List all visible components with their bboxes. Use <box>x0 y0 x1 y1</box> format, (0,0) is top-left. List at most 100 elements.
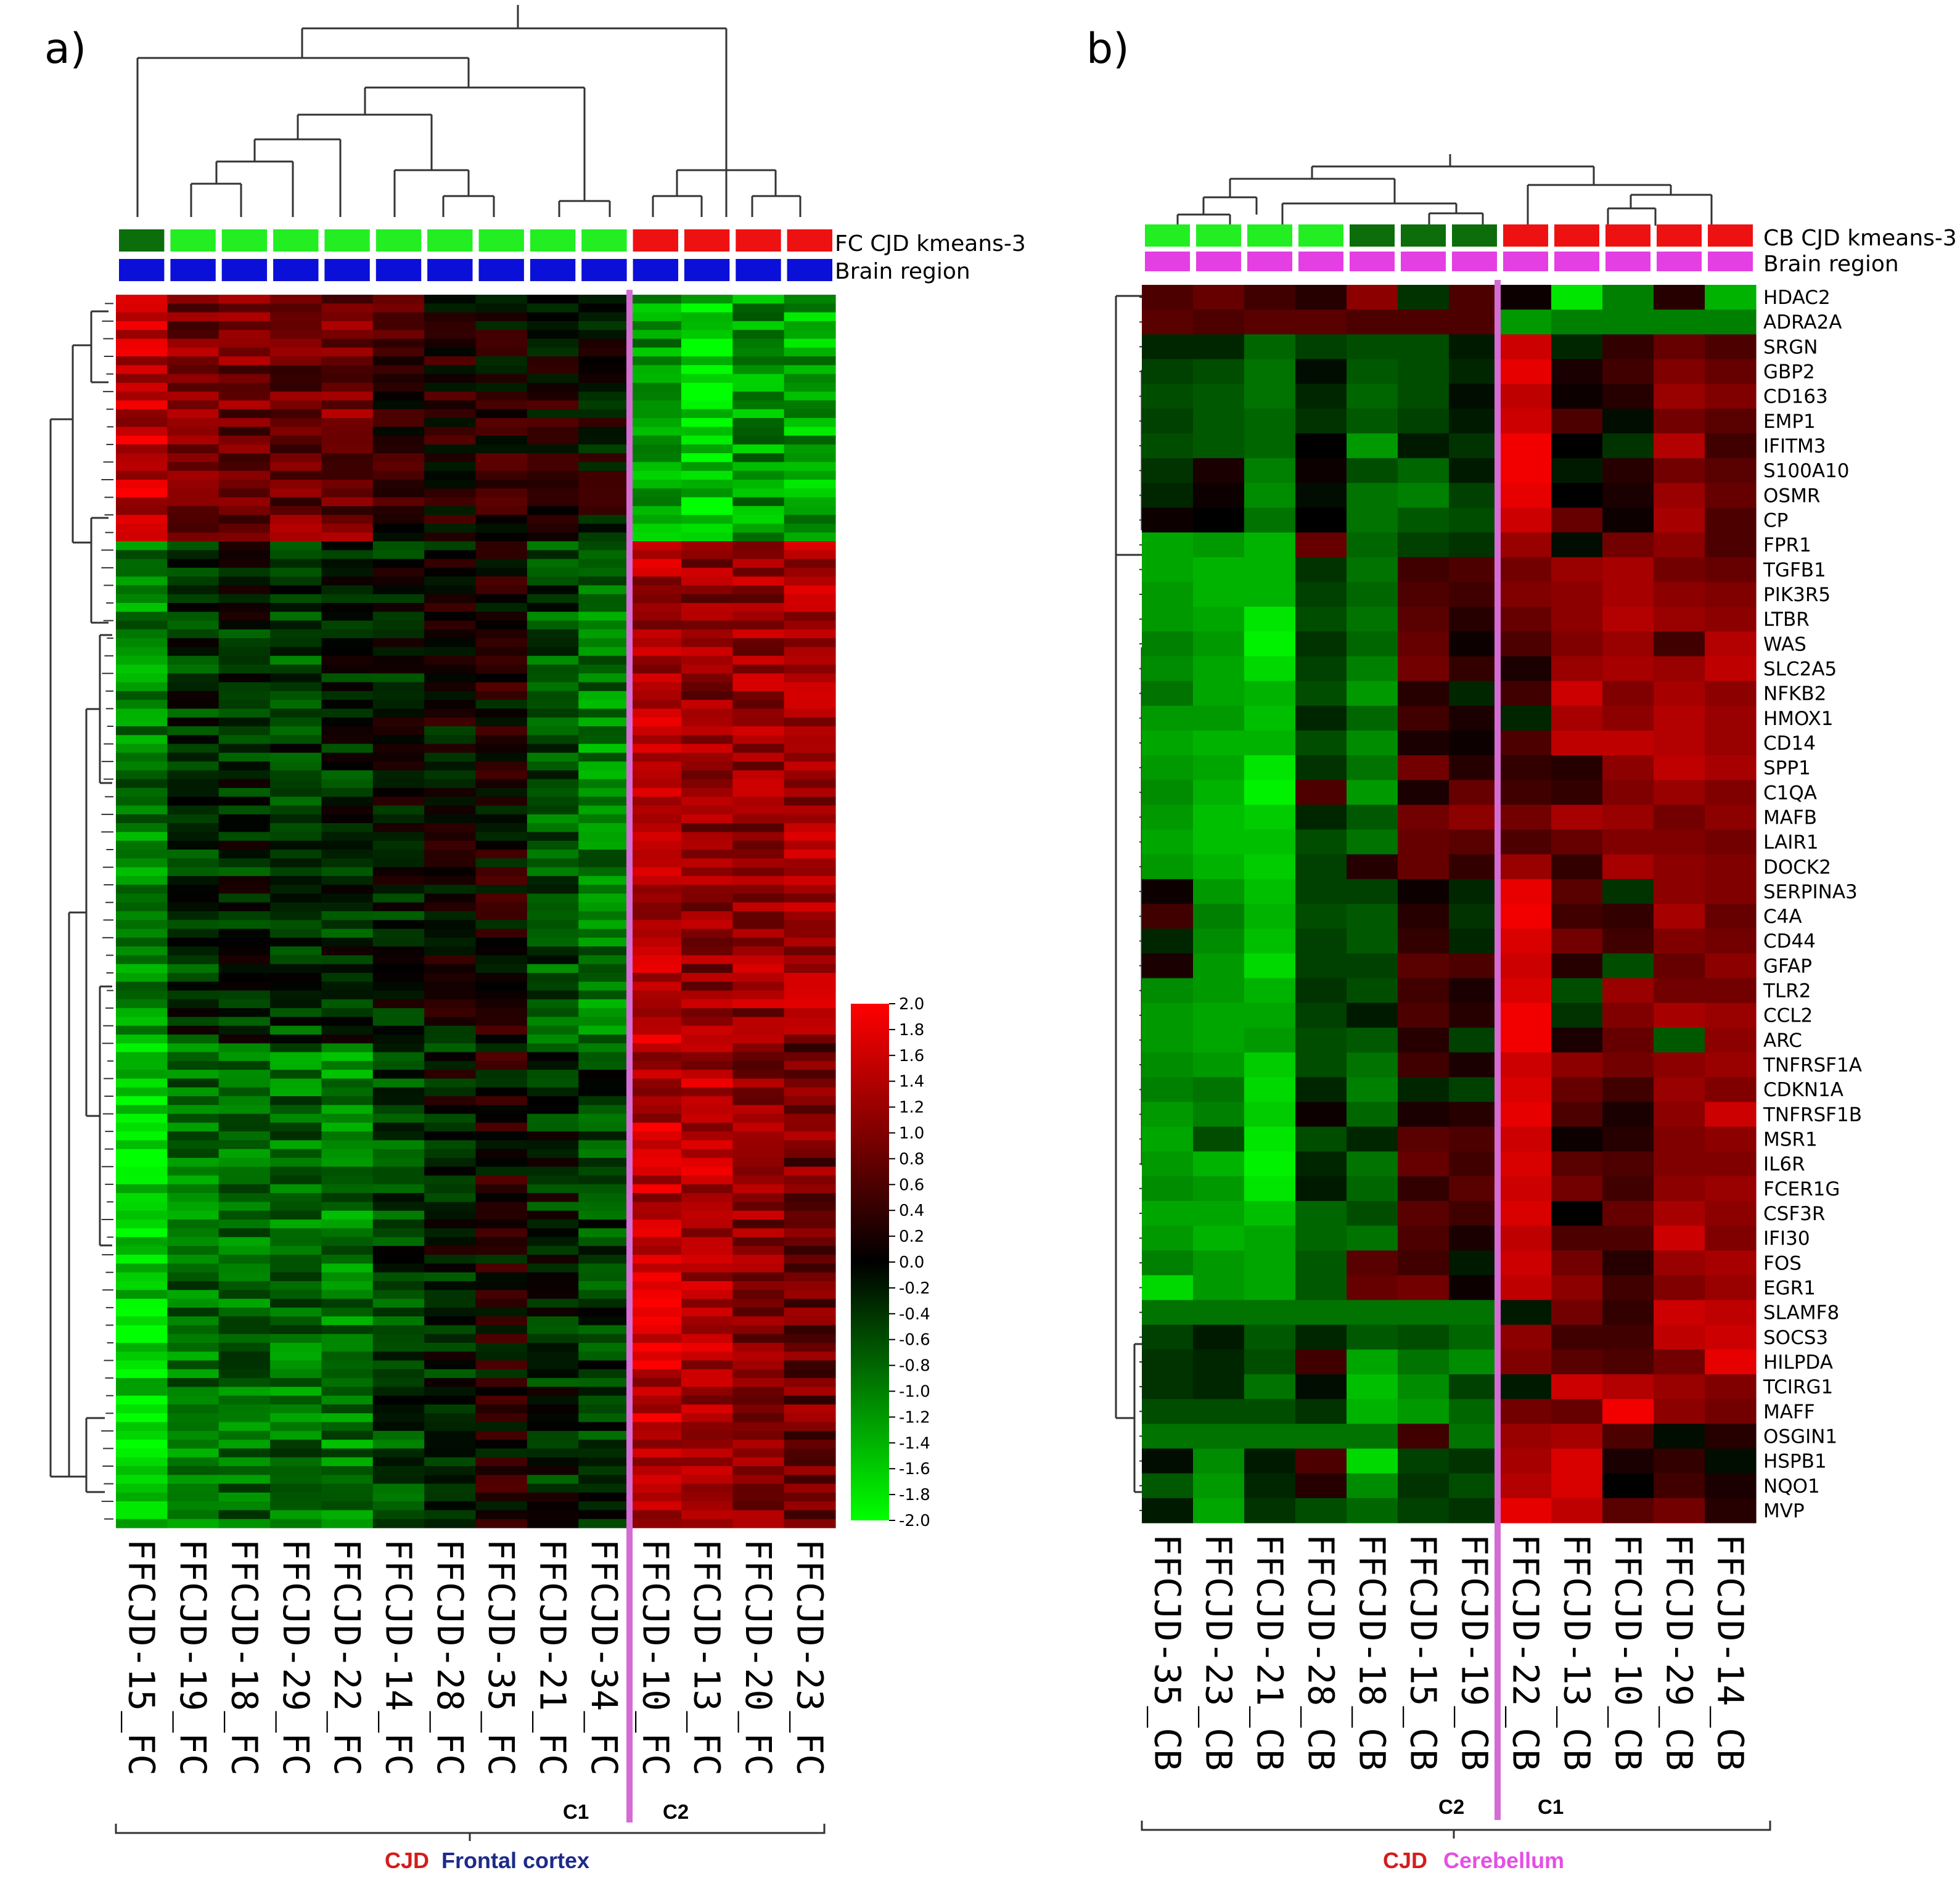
heatmap-cell <box>218 541 271 551</box>
heatmap-cell <box>372 850 425 859</box>
heatmap-cell <box>372 312 425 322</box>
heatmap-cell <box>1551 1275 1603 1301</box>
heatmap-cell <box>372 462 425 472</box>
heatmap-cell <box>321 1298 374 1308</box>
heatmap-cell <box>527 885 579 895</box>
heatmap-cell <box>629 937 682 947</box>
heatmap-cell <box>681 832 733 842</box>
gene-label: ARC <box>1763 1030 1802 1052</box>
heatmap-cell <box>681 1025 733 1035</box>
gene-label: CCL2 <box>1763 1005 1813 1027</box>
heatmap-cell <box>527 603 579 612</box>
heatmap-cell <box>784 885 836 895</box>
heatmap-cell <box>475 1430 528 1440</box>
heatmap-cell <box>218 1220 271 1229</box>
heatmap-cell <box>116 612 168 621</box>
heatmap-cell <box>475 1369 528 1379</box>
heatmap-cell <box>372 752 425 762</box>
heatmap-cell <box>1295 507 1347 533</box>
gene-label: SPP1 <box>1763 757 1811 779</box>
heatmap-cell <box>424 1210 477 1220</box>
heatmap-cell <box>372 550 425 560</box>
sample-label: FFCJD-19_FC <box>172 1539 214 1776</box>
heatmap-cell <box>1654 681 1705 707</box>
heatmap-cell <box>1398 1275 1449 1301</box>
heatmap-cell <box>784 338 836 348</box>
heatmap-cell <box>116 1290 168 1300</box>
heatmap-cell <box>784 1466 836 1475</box>
heatmap-cell <box>116 885 168 895</box>
heatmap-cell <box>732 1466 785 1475</box>
heatmap-cell <box>527 832 579 842</box>
heatmap-cell <box>578 1307 631 1317</box>
heatmap-cell <box>732 875 785 885</box>
heatmap-cell <box>1244 904 1296 929</box>
heatmap-cell <box>116 559 168 568</box>
heatmap-cell <box>372 1316 425 1326</box>
heatmap-cell <box>681 955 733 965</box>
heatmap-cell <box>629 1070 682 1080</box>
heatmap-cell <box>578 506 631 515</box>
heatmap-cell <box>527 1105 579 1115</box>
heatmap-cell <box>1654 1126 1705 1152</box>
heatmap-cell <box>1551 458 1603 483</box>
heatmap-cell <box>732 902 785 912</box>
heatmap-cell <box>424 1202 477 1211</box>
heatmap-cell <box>578 1466 631 1475</box>
heatmap-cell <box>1449 1324 1501 1350</box>
heatmap-cell <box>475 1220 528 1229</box>
heatmap-cell <box>475 761 528 771</box>
heatmap-cell <box>784 330 836 340</box>
heatmap-cell <box>784 1351 836 1361</box>
heatmap-cell <box>475 1325 528 1335</box>
heatmap-cell <box>1602 507 1654 533</box>
heatmap-cell <box>116 805 168 815</box>
heatmap-cell <box>372 532 425 542</box>
heatmap-cell <box>321 1245 374 1255</box>
heatmap-cell <box>578 1387 631 1396</box>
heatmap-cell <box>578 1272 631 1282</box>
heatmap-cell <box>372 1369 425 1379</box>
heatmap-cell <box>1602 1374 1654 1400</box>
heatmap-cell <box>1500 433 1552 459</box>
heatmap-cell <box>424 400 477 410</box>
heatmap-cell <box>218 867 271 877</box>
heatmap-cell <box>218 1025 271 1035</box>
heatmap-cell <box>1654 557 1705 583</box>
heatmap-cell <box>372 497 425 507</box>
heatmap-cell <box>784 655 836 665</box>
heatmap-cell <box>527 647 579 657</box>
heatmap-cell <box>784 409 836 419</box>
heatmap-cell <box>1244 1424 1296 1449</box>
heatmap-cell <box>116 735 168 745</box>
heatmap-cell <box>681 700 733 710</box>
kmeans-cluster-block <box>633 229 678 252</box>
heatmap-cell <box>527 1096 579 1105</box>
heatmap-cell <box>218 303 271 313</box>
heatmap-cell <box>1602 607 1654 632</box>
heatmap-cell <box>1398 755 1449 781</box>
heatmap-cell <box>475 752 528 762</box>
heatmap-cell <box>424 453 477 463</box>
heatmap-cell <box>1551 1498 1603 1523</box>
heatmap-cell <box>116 594 168 604</box>
heatmap-cell <box>527 585 579 595</box>
heatmap-cell <box>681 814 733 824</box>
panel-a-brain-region-track <box>119 259 832 281</box>
heatmap-cell <box>527 559 579 568</box>
heatmap-cell <box>784 1413 836 1423</box>
heatmap-cell <box>1398 780 1449 805</box>
heatmap-cell <box>424 576 477 586</box>
heatmap-cell <box>1193 532 1245 558</box>
heatmap-cell <box>270 427 322 437</box>
heatmap-cell <box>1295 1002 1347 1028</box>
heatmap-cell <box>527 770 579 780</box>
heatmap-cell <box>784 585 836 595</box>
heatmap-cell <box>475 620 528 630</box>
sample-label: FFCJD-29_FC <box>275 1539 317 1776</box>
heatmap-cell <box>784 462 836 472</box>
heatmap-cell <box>784 321 836 330</box>
heatmap-cell <box>1295 1324 1347 1350</box>
heatmap-cell <box>1295 1126 1347 1152</box>
heatmap-cell <box>1602 408 1654 434</box>
